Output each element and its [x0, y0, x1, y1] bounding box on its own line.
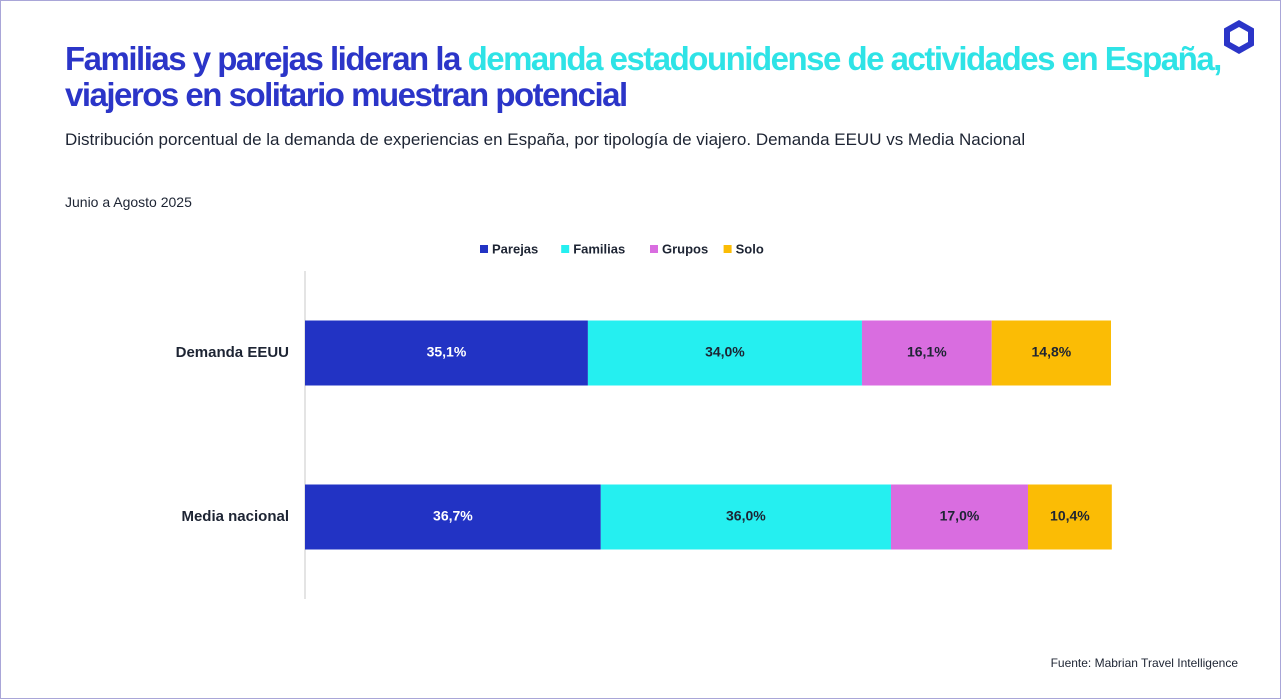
- source: Fuente: Mabrian Travel Intelligence: [1050, 656, 1238, 670]
- bar-segment: [890, 484, 1028, 550]
- legend-label: Grupos: [662, 241, 708, 256]
- value-label: 36,0%: [726, 508, 766, 524]
- legend-label: Solo: [736, 241, 764, 256]
- bar-segment: [305, 320, 588, 386]
- value-label: 34,0%: [705, 344, 745, 360]
- title-part: Familias y parejas lideran la: [65, 40, 468, 77]
- logo: [1224, 20, 1254, 54]
- value-label: 17,0%: [940, 508, 980, 524]
- value-label: 35,1%: [427, 344, 467, 360]
- value-label: 16,1%: [907, 344, 947, 360]
- value-label: 10,4%: [1050, 508, 1090, 524]
- chart-title: Familias y parejas lideran la demanda es…: [65, 41, 1245, 113]
- legend-swatch: [650, 245, 658, 253]
- legend-label: Familias: [573, 241, 625, 256]
- value-label: 36,7%: [433, 508, 473, 524]
- title-part: viajeros en solitario muestran potencial: [65, 76, 628, 113]
- bar-segment: [600, 484, 891, 550]
- legend-swatch: [480, 245, 488, 253]
- y-tick-label: Demanda EEUU: [176, 344, 289, 361]
- title-part: demanda estadounidense de actividades en…: [467, 40, 1223, 77]
- bar-segment: [991, 320, 1111, 386]
- legend-swatch: [561, 245, 570, 253]
- subtitle: Distribución porcentual de la demanda de…: [65, 130, 1026, 149]
- bar-segment: [305, 484, 601, 550]
- bar-segment: [587, 320, 862, 386]
- legend-swatch: [723, 245, 732, 253]
- bar-segment: [1027, 484, 1112, 550]
- value-label: 14,8%: [1032, 344, 1072, 360]
- period-note: Junio a Agosto 2025: [65, 194, 192, 210]
- y-tick-label: Media nacional: [181, 508, 289, 525]
- legend-label: Parejas: [492, 241, 538, 256]
- bar-segment: [861, 320, 992, 386]
